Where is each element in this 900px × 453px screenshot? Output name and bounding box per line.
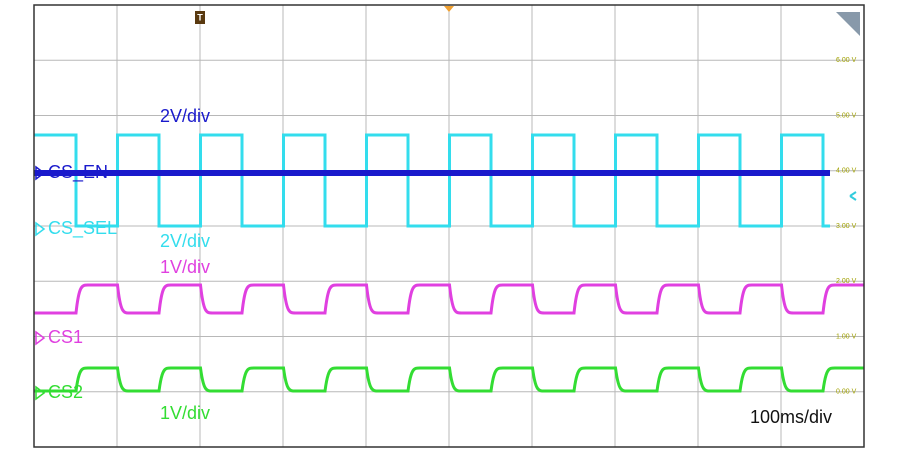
trigger-marker: T [197, 12, 203, 22]
level-arrow [849, 191, 857, 201]
waveforms [34, 133, 864, 393]
channel-scale: 1V/div [160, 403, 210, 423]
screen-border [33, 4, 865, 448]
trigger-marker-box [195, 11, 205, 24]
channel-name: CS_EN [48, 162, 108, 183]
channel-name: CS_SEL [48, 218, 117, 239]
axis-label: 3.00 V [836, 223, 857, 230]
cs-sel-wave [34, 133, 830, 228]
ch-marker [35, 385, 46, 401]
channel-scale: 1V/div [160, 257, 210, 277]
axis-label: 6.00 V [836, 57, 857, 64]
axis-label: 0.00 V [836, 389, 857, 396]
ch-marker [35, 221, 46, 237]
timebase: 100ms/div [750, 407, 832, 427]
channel-scale: 2V/div [160, 231, 210, 251]
ch-marker [35, 165, 46, 181]
axis-label: 2.00 V [836, 278, 857, 285]
grid [34, 5, 864, 447]
ch-marker [35, 330, 46, 346]
trigger-position [444, 6, 454, 12]
channel-name: CS1 [48, 327, 83, 347]
channel-scale: 2V/div [160, 106, 210, 126]
axis-label: 5.00 V [836, 112, 857, 119]
axis-label: 4.00 V [836, 168, 857, 175]
right-axis: 6.00 V 5.00 V 4.00 V 3.00 V 2.00 V 1.00 V 0.00… [836, 57, 857, 396]
corner-icon [836, 12, 860, 36]
axis-label: 1.00 V [836, 333, 857, 340]
cs2-wave [34, 366, 864, 393]
channel-name: CS2 [48, 382, 83, 402]
cs1-wave [34, 283, 864, 315]
